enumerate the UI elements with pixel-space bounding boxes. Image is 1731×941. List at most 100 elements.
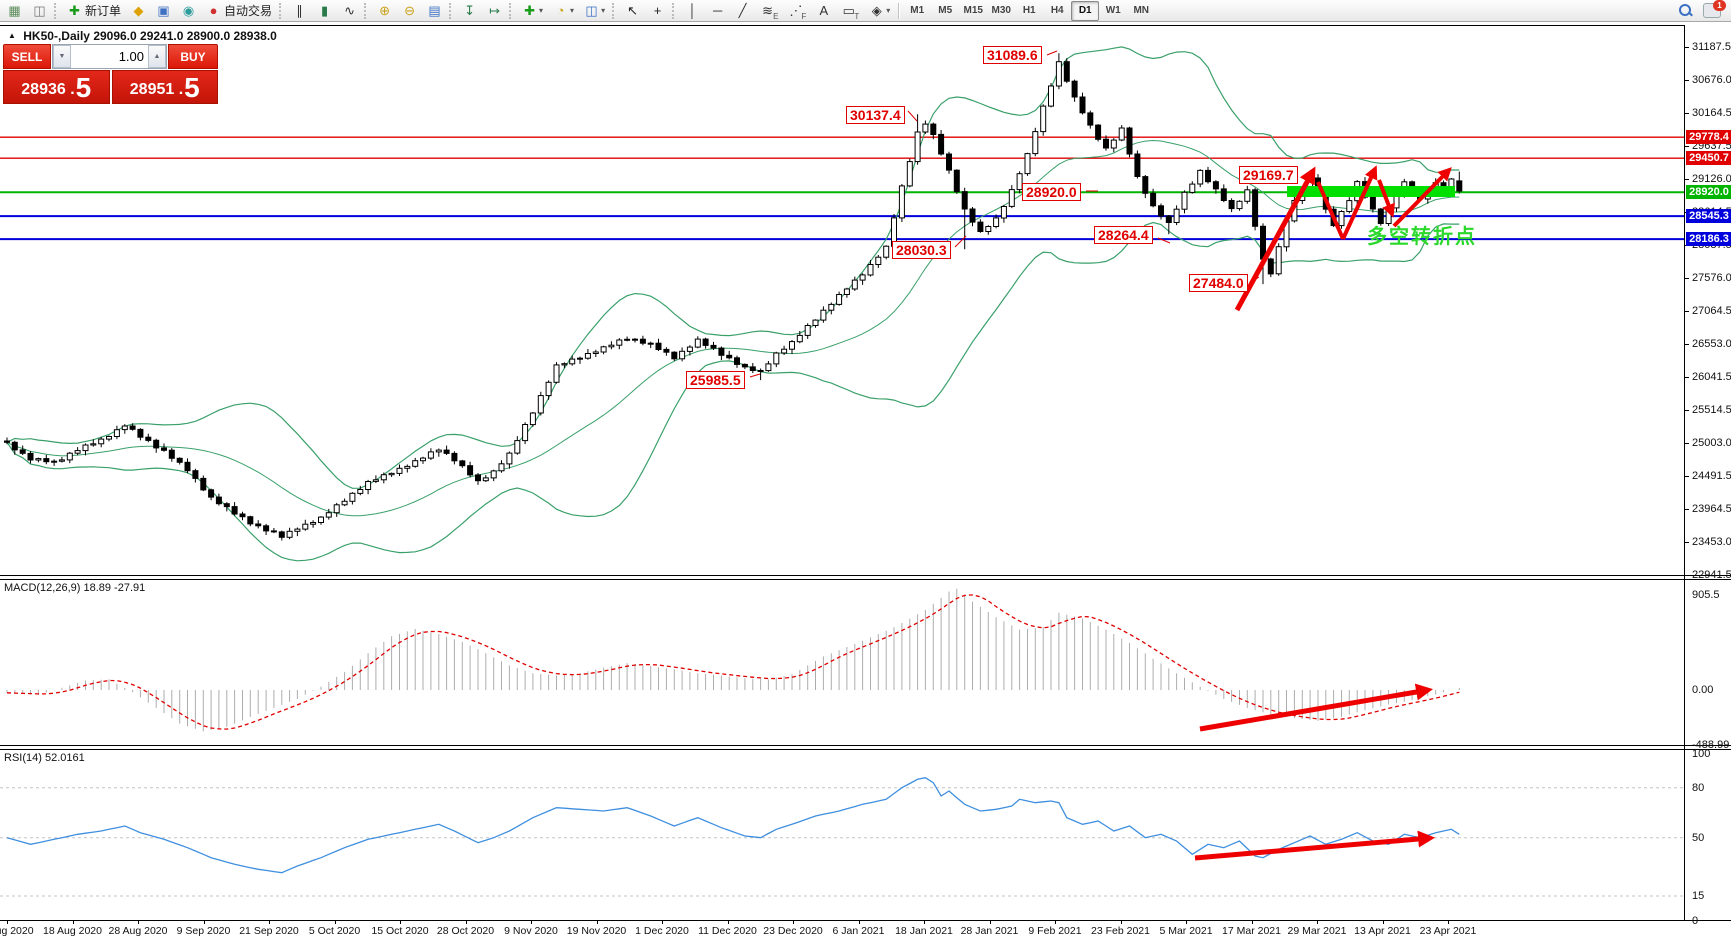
periods-button[interactable]: ◔ ▾: [548, 0, 579, 22]
zoom-out-button[interactable]: ⊖: [397, 0, 422, 22]
periods-dropdown-icon[interactable]: ▾: [570, 6, 575, 15]
arrows-icon: ◈: [871, 3, 882, 18]
date-tick-label: 23 Dec 2020: [763, 925, 823, 937]
auto-trading-icon: ●: [209, 3, 218, 18]
price-annotation-box[interactable]: 28264.4: [1094, 226, 1153, 244]
fibonacci-button[interactable]: ⋰ F: [789, 3, 807, 21]
price-annotation-box[interactable]: 31089.6: [983, 46, 1042, 64]
periods-icon: ◔: [556, 3, 565, 18]
date-tick-label: 28 Aug 2020: [108, 925, 168, 937]
search-icon[interactable]: [1679, 3, 1693, 18]
timeframe-w1-button[interactable]: W1: [1105, 4, 1121, 16]
templates-button[interactable]: ◫ ▾: [579, 0, 610, 22]
indicators-icon: ✚: [524, 3, 535, 18]
date-tick-label: 18 Jan 2021: [895, 925, 953, 937]
volume-input[interactable]: [71, 45, 148, 68]
price-tick-label: 31187.5: [1692, 41, 1731, 53]
history-center-button[interactable]: ◆: [126, 0, 151, 22]
horizontal-line-button[interactable]: ─: [705, 0, 730, 22]
templates-icon: ◫: [585, 3, 598, 18]
arrows-dropdown-icon[interactable]: ▾: [886, 6, 891, 15]
date-tick-label: 28 Jan 2021: [960, 925, 1019, 937]
price-tick-label: 22941.5: [1692, 569, 1731, 581]
price-tick-label: 27064.5: [1692, 305, 1731, 317]
price-annotation-box[interactable]: 27484.0: [1189, 274, 1248, 292]
equidistant-channel-button[interactable]: ≋ E: [755, 0, 783, 22]
text-button[interactable]: A: [811, 0, 836, 22]
volume-decrease-button[interactable]: ▼: [53, 45, 71, 68]
rsi-tick-label: 100: [1692, 748, 1711, 761]
zoom-in-button[interactable]: ⊕: [372, 0, 397, 22]
toolbar-grip: [449, 2, 455, 19]
sell-button[interactable]: SELL: [3, 44, 51, 69]
date-tick-label: 17 Mar 2021: [1222, 925, 1281, 937]
crosshair-button[interactable]: +: [645, 0, 670, 22]
profiles-icon: ◫: [33, 3, 46, 18]
equidistant-channel-icon: ≋: [762, 3, 774, 18]
timeframe-m1-button[interactable]: M1: [910, 4, 925, 16]
date-tick-label: 5 Mar 2021: [1159, 925, 1213, 937]
chart-symbol-period: HK50-,Daily: [23, 29, 90, 43]
meta-editor-button[interactable]: ▣: [151, 0, 176, 22]
arrows-button[interactable]: ◈ ▾: [864, 0, 895, 22]
tile-windows-button[interactable]: ▤: [422, 0, 447, 22]
collapse-triangle-icon[interactable]: ▲: [8, 31, 16, 40]
cursor-button[interactable]: ↖: [620, 0, 645, 22]
date-tick-label: 11 Dec 2020: [698, 925, 757, 937]
timeframe-h4-button[interactable]: H4: [1050, 4, 1064, 16]
candlestick-chart-icon: ▮: [320, 3, 329, 18]
line-chart-button[interactable]: ∿: [337, 0, 362, 22]
price-annotation-box[interactable]: 30137.4: [846, 106, 905, 124]
auto-trading-label: 自动交易: [224, 4, 273, 18]
chat-icon[interactable]: 1: [1703, 0, 1726, 18]
price-tick-label: 25003.0: [1692, 437, 1731, 449]
auto-trading-button[interactable]: ● 自动交易: [201, 0, 277, 22]
auto-scroll-button[interactable]: ↧: [457, 0, 482, 22]
indicators-dropdown-icon[interactable]: ▾: [539, 6, 544, 15]
one-click-trading-panel: SELL ▼ ▲ BUY 28936 . 5 28951 . 5: [3, 44, 218, 104]
price-annotation-box[interactable]: 28030.3: [892, 241, 951, 259]
timeframe-m5-button[interactable]: M5: [938, 4, 953, 16]
bid-price[interactable]: 28936 . 5: [3, 70, 110, 104]
new-order-button[interactable]: ✚ 新订单: [62, 0, 126, 22]
timeframe-m30-button[interactable]: M30: [991, 4, 1011, 16]
templates-dropdown-icon[interactable]: ▾: [601, 6, 606, 15]
price-tick-label: 26553.0: [1692, 337, 1731, 350]
price-tick-label: 24491.5: [1692, 469, 1731, 482]
ask-price[interactable]: 28951 . 5: [111, 70, 218, 104]
bar-chart-button[interactable]: ∥: [287, 0, 312, 22]
buy-button[interactable]: BUY: [168, 44, 218, 69]
chart-title: ▲ HK50-,Daily 29096.0 29241.0 28900.0 28…: [8, 29, 277, 43]
price-annotation-box[interactable]: 29169.7: [1239, 166, 1298, 184]
timeframe-m15-button[interactable]: M15: [963, 4, 983, 16]
trend-line-button[interactable]: ╱: [730, 0, 755, 22]
macd-tick-label: 905.5: [1692, 588, 1720, 601]
date-tick-label: 1 Dec 2020: [635, 925, 689, 937]
history-center-icon: ◆: [133, 3, 144, 18]
price-level-badge: 29778.4: [1686, 130, 1731, 145]
date-tick-label: 9 Sep 2020: [176, 925, 231, 937]
price-annotation-box[interactable]: 25985.5: [686, 371, 745, 389]
chart-shift-button[interactable]: ↦: [482, 0, 507, 22]
toolbar-grip: [509, 2, 515, 19]
text-label-button[interactable]: ▭ T: [842, 3, 860, 21]
timeframe-d1-button[interactable]: D1: [1071, 0, 1100, 21]
new-order-icon: ✚: [69, 3, 80, 18]
candlestick-chart-button[interactable]: ▮: [312, 0, 337, 22]
trend-note-text[interactable]: 多空转折点: [1367, 226, 1477, 248]
new-chart-button[interactable]: ▦: [2, 0, 27, 22]
date-tick-label: 19 Nov 2020: [566, 925, 627, 937]
profiles-button[interactable]: ◫: [27, 0, 52, 22]
timeframe-mn-button[interactable]: MN: [1133, 4, 1149, 16]
volume-increase-button[interactable]: ▲: [148, 45, 166, 68]
timeframe-h1-button[interactable]: H1: [1022, 4, 1036, 16]
vertical-line-button[interactable]: │: [680, 0, 705, 22]
rsi-tick-label: 0: [1692, 915, 1699, 927]
signals-button[interactable]: ◉: [176, 0, 201, 22]
horizontal-line-icon: ─: [712, 3, 723, 18]
date-tick-label: 9 Nov 2020: [504, 925, 558, 937]
indicators-button[interactable]: ✚ ▾: [517, 0, 548, 22]
price-annotation-box[interactable]: 28920.0: [1022, 183, 1081, 201]
zoom-out-icon: ⊖: [404, 3, 415, 18]
